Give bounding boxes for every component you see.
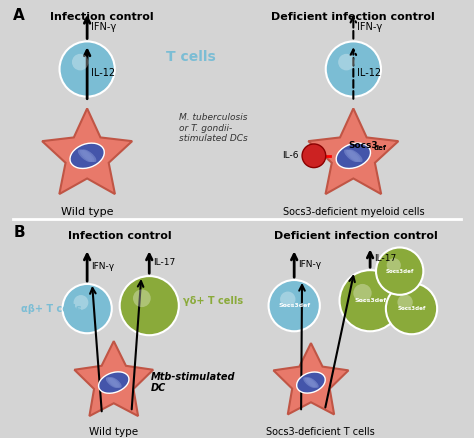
Ellipse shape [307, 377, 319, 388]
Text: Socs3-deficient myeloid cells: Socs3-deficient myeloid cells [283, 207, 424, 217]
Circle shape [73, 295, 88, 310]
Text: M. tuberculosis
or T. gondii-
stimulated DCs: M. tuberculosis or T. gondii- stimulated… [179, 113, 247, 143]
Ellipse shape [78, 149, 92, 162]
Text: Socs3-deficient T cells: Socs3-deficient T cells [266, 427, 375, 437]
Ellipse shape [108, 377, 120, 388]
Text: Socs3def: Socs3def [278, 303, 310, 308]
Text: Deficient infection control: Deficient infection control [274, 231, 438, 241]
Circle shape [353, 284, 372, 302]
Text: Socs3def: Socs3def [397, 306, 426, 311]
Ellipse shape [106, 377, 118, 388]
Text: Deficient infection control: Deficient infection control [272, 12, 435, 22]
Polygon shape [74, 341, 153, 416]
Circle shape [60, 42, 115, 97]
Circle shape [133, 290, 151, 307]
Circle shape [280, 292, 295, 307]
Ellipse shape [80, 149, 94, 162]
Text: def: def [374, 145, 387, 151]
Circle shape [72, 54, 89, 71]
Ellipse shape [109, 377, 122, 388]
Circle shape [339, 270, 401, 331]
Text: Infection control: Infection control [68, 231, 172, 241]
Text: B: B [13, 225, 25, 240]
Text: IFN-γ: IFN-γ [91, 262, 114, 271]
Text: IL-17: IL-17 [153, 258, 175, 267]
Circle shape [338, 54, 355, 71]
Circle shape [387, 258, 401, 272]
Text: IFN-γ: IFN-γ [298, 260, 321, 269]
Circle shape [119, 276, 179, 335]
Text: Socs3: Socs3 [348, 141, 378, 150]
Text: Mtb-stimulated
DC: Mtb-stimulated DC [151, 372, 236, 393]
Text: Wild type: Wild type [89, 427, 138, 437]
Text: Socs3def: Socs3def [385, 268, 414, 274]
Ellipse shape [346, 149, 361, 162]
Ellipse shape [99, 372, 129, 393]
Text: Infection control: Infection control [50, 12, 154, 22]
Polygon shape [273, 343, 348, 414]
Ellipse shape [348, 149, 363, 162]
Ellipse shape [336, 143, 371, 169]
Ellipse shape [305, 377, 317, 388]
Text: IL-17: IL-17 [374, 254, 396, 263]
Ellipse shape [82, 149, 96, 162]
Text: IFN-γ: IFN-γ [357, 21, 383, 32]
Circle shape [302, 144, 326, 168]
Text: IL-6: IL-6 [283, 151, 299, 160]
Text: γδ+ T cells: γδ+ T cells [183, 296, 243, 306]
Text: IFN-γ: IFN-γ [91, 21, 116, 32]
Circle shape [63, 284, 112, 333]
Circle shape [386, 283, 437, 334]
Ellipse shape [70, 143, 104, 169]
Text: Socs3def: Socs3def [354, 298, 386, 303]
Circle shape [397, 294, 413, 310]
Ellipse shape [297, 372, 325, 393]
Circle shape [269, 280, 320, 331]
Text: A: A [13, 8, 25, 23]
Text: T cells: T cells [166, 50, 216, 64]
Circle shape [326, 42, 381, 97]
Ellipse shape [303, 377, 315, 388]
Text: IL-12: IL-12 [357, 68, 382, 78]
Polygon shape [42, 109, 132, 194]
Circle shape [376, 247, 423, 295]
Polygon shape [308, 109, 398, 194]
Text: αβ+ T cells: αβ+ T cells [21, 304, 82, 314]
Text: IL-12: IL-12 [91, 68, 115, 78]
Ellipse shape [344, 149, 358, 162]
Text: Wild type: Wild type [61, 207, 113, 217]
